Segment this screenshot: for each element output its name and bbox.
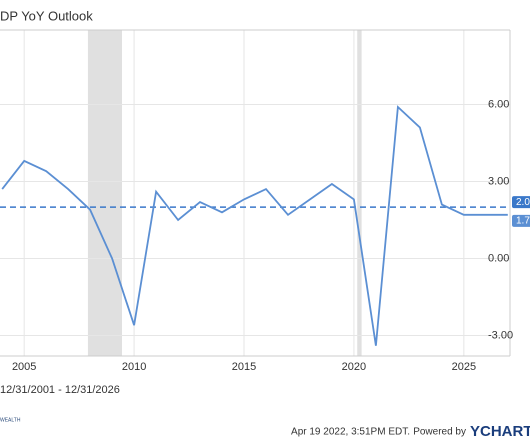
- chart-title: DP YoY Outlook: [0, 8, 93, 23]
- x-tick-label: 2015: [232, 361, 256, 373]
- y-tick-label: 0.00: [488, 252, 509, 264]
- x-tick-label: 2025: [452, 361, 476, 373]
- reference-tag: [512, 196, 530, 209]
- x-tick-label: 2005: [12, 361, 36, 373]
- recession-band: [87, 30, 123, 356]
- brand: YCHARTS: [470, 423, 530, 440]
- date-range: 12/31/2001 - 12/31/2026: [0, 384, 120, 396]
- y-tick-label: 6.00: [488, 98, 509, 110]
- x-tick-label: 2010: [122, 361, 146, 373]
- recession-band: [357, 30, 362, 356]
- timestamp: Apr 19 2022, 3:51PM EDT.: [291, 427, 410, 438]
- reference-label: 2.0: [516, 197, 530, 208]
- reference-tag: [512, 214, 530, 227]
- powered-by: Powered by: [413, 427, 466, 438]
- data-line: [1, 105, 508, 346]
- x-tick-label: 2020: [342, 361, 366, 373]
- y-tick-label: -3.00: [488, 329, 513, 341]
- logo-text: WEALTH: [0, 417, 21, 423]
- y-tick-label: 3.00: [488, 175, 509, 187]
- reference-label: 1.7: [516, 215, 530, 226]
